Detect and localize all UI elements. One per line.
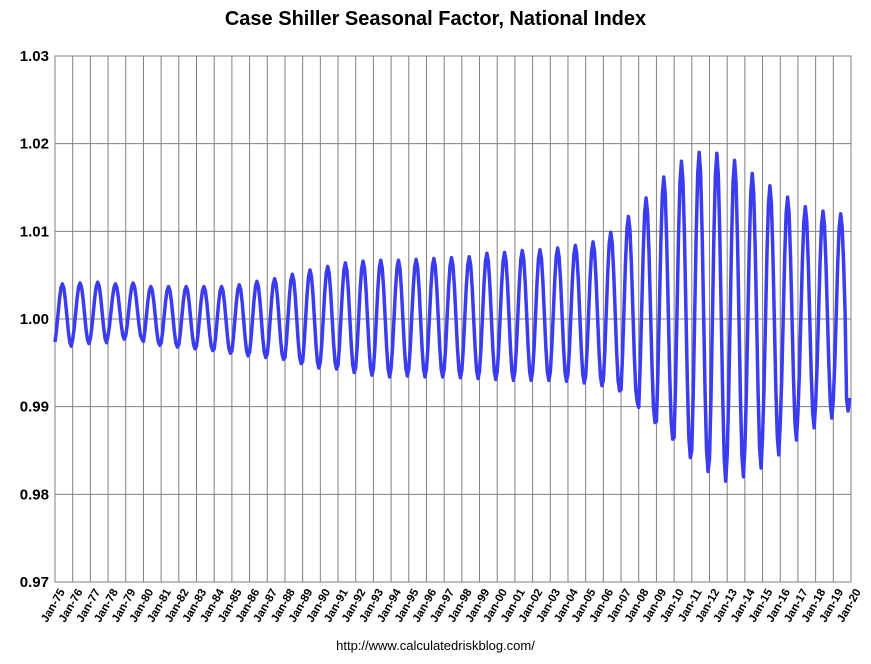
y-tick-label: 0.99 (20, 399, 49, 416)
series-line (53, 150, 852, 483)
source-url: http://www.calculatedriskblog.com/ (336, 638, 535, 653)
y-axis: 0.97 0.98 0.99 1.00 1.01 1.02 1.03 (20, 48, 49, 591)
y-tick-label: 1.02 (20, 136, 49, 153)
y-tick-label: 1.01 (20, 223, 49, 240)
y-tick-label: 0.97 (20, 574, 49, 591)
x-axis: Jan-75Jan-76Jan-77Jan-78Jan-79Jan-80Jan-… (39, 587, 864, 625)
y-tick-label: 1.00 (20, 311, 49, 328)
y-tick-label: 1.03 (20, 48, 49, 65)
y-tick-label: 0.98 (20, 486, 49, 503)
plot-frame (54, 55, 852, 583)
chart-title: Case Shiller Seasonal Factor, National I… (224, 8, 647, 30)
series-layer (53, 150, 852, 483)
